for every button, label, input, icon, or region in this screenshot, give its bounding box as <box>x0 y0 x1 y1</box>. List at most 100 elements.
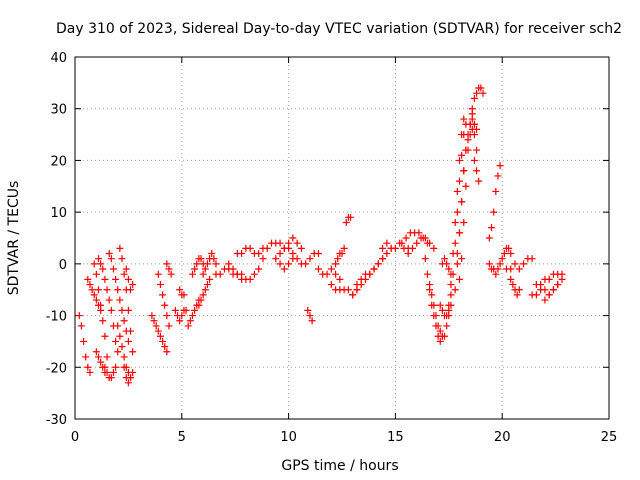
data-point <box>167 270 175 278</box>
data-point <box>208 250 216 258</box>
data-point <box>90 260 98 268</box>
y-tick-label: 30 <box>50 103 67 118</box>
data-point <box>404 250 412 258</box>
data-point <box>430 244 438 252</box>
data-point <box>494 265 502 273</box>
data-point <box>306 255 314 263</box>
data-point <box>451 239 459 247</box>
data-point <box>473 89 481 97</box>
data-point <box>124 379 132 387</box>
data-point <box>109 368 117 376</box>
data-point <box>370 265 378 273</box>
data-point <box>315 250 323 258</box>
data-point <box>470 94 478 102</box>
data-point <box>302 260 310 268</box>
data-point <box>468 105 476 113</box>
data-point <box>332 270 340 278</box>
data-point <box>306 312 314 320</box>
data-point <box>176 317 184 325</box>
series-arc-32 <box>349 244 395 299</box>
data-point <box>308 317 316 325</box>
y-tick-label: -20 <box>46 361 67 376</box>
data-point <box>500 250 508 258</box>
data-point <box>327 281 335 289</box>
series-arc-19 <box>195 275 214 309</box>
data-point <box>505 244 513 252</box>
x-axis-label: GPS time / hours <box>281 458 398 474</box>
data-point <box>124 306 132 314</box>
series-arc-16 <box>176 286 188 299</box>
data-point <box>451 286 459 294</box>
data-point <box>558 275 566 283</box>
data-point <box>84 363 92 371</box>
data-point <box>490 208 498 216</box>
data-point <box>263 244 271 252</box>
data-point <box>289 234 297 242</box>
data-point <box>432 312 440 320</box>
data-point <box>441 255 449 263</box>
data-point <box>206 275 214 283</box>
y-tick-label: 10 <box>50 206 67 221</box>
data-point <box>498 255 506 263</box>
data-point <box>238 250 246 258</box>
data-point <box>447 281 455 289</box>
series-arc-48 <box>485 162 504 242</box>
data-point <box>366 270 374 278</box>
data-point <box>178 312 186 320</box>
data-point <box>280 265 288 273</box>
y-tick-label: 40 <box>50 51 67 66</box>
data-point <box>165 265 173 273</box>
data-point <box>426 281 434 289</box>
data-point <box>413 239 421 247</box>
data-point <box>163 260 171 268</box>
data-point <box>94 255 102 263</box>
data-point <box>101 363 109 371</box>
data-point <box>122 265 130 273</box>
data-point <box>391 244 399 252</box>
data-point <box>496 162 504 170</box>
data-point <box>304 306 312 314</box>
data-point <box>80 337 88 345</box>
data-point <box>191 306 199 314</box>
data-point <box>554 281 562 289</box>
plot-frame <box>74 56 610 420</box>
series-arc-06 <box>101 363 120 382</box>
data-point <box>485 260 493 268</box>
y-tick-label: -30 <box>46 413 67 428</box>
y-axis-label: SDTVAR / TECUs <box>6 181 22 296</box>
series-arc-11 <box>122 265 137 294</box>
data-point <box>336 275 344 283</box>
data-point <box>428 291 436 299</box>
series-arc-18 <box>188 255 207 278</box>
data-point <box>460 218 468 226</box>
data-point <box>545 291 553 299</box>
series-arc-28 <box>315 265 344 283</box>
data-point <box>94 353 102 361</box>
data-point <box>537 281 545 289</box>
data-point <box>470 156 478 164</box>
data-point <box>509 281 517 289</box>
data-point <box>445 265 453 273</box>
data-point <box>112 275 120 283</box>
data-point <box>276 239 284 247</box>
data-point <box>340 244 348 252</box>
data-point <box>438 306 446 314</box>
series-arc-26 <box>276 250 323 273</box>
data-point <box>477 84 485 92</box>
data-point <box>165 322 173 330</box>
data-point <box>203 260 211 268</box>
series-arc-10 <box>120 363 137 387</box>
data-point <box>103 353 111 361</box>
data-point <box>199 291 207 299</box>
y-tick-label: 20 <box>50 154 67 169</box>
series-arc-46 <box>468 84 487 113</box>
data-point <box>114 286 122 294</box>
data-point <box>129 368 137 376</box>
data-point <box>86 281 94 289</box>
data-point <box>421 234 429 242</box>
y-tick-label: 0 <box>59 258 67 273</box>
data-point <box>460 115 468 123</box>
data-point <box>97 301 105 309</box>
series-arc-17 <box>184 296 203 330</box>
